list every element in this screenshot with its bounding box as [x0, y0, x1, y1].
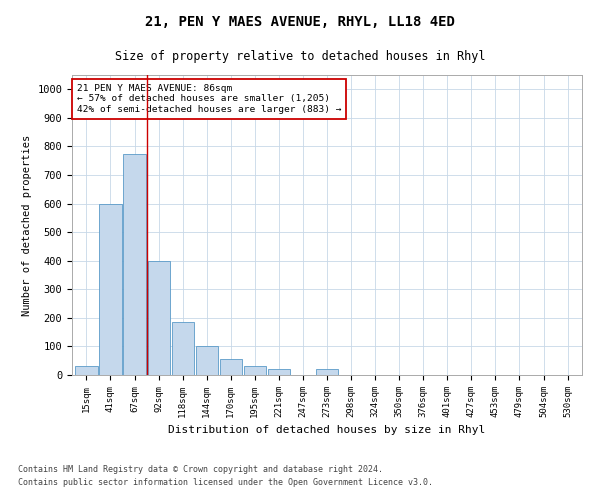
Bar	[268, 370, 290, 375]
Text: Contains HM Land Registry data © Crown copyright and database right 2024.: Contains HM Land Registry data © Crown c…	[18, 466, 383, 474]
Text: 21, PEN Y MAES AVENUE, RHYL, LL18 4ED: 21, PEN Y MAES AVENUE, RHYL, LL18 4ED	[145, 15, 455, 29]
Bar	[316, 370, 338, 375]
Text: Contains public sector information licensed under the Open Government Licence v3: Contains public sector information licen…	[18, 478, 433, 487]
Bar	[124, 154, 146, 375]
Bar	[196, 346, 218, 375]
Bar	[148, 260, 170, 375]
Bar	[76, 366, 98, 375]
Bar	[172, 322, 194, 375]
Bar	[244, 366, 266, 375]
Text: Size of property relative to detached houses in Rhyl: Size of property relative to detached ho…	[115, 50, 485, 63]
Y-axis label: Number of detached properties: Number of detached properties	[22, 134, 32, 316]
Text: 21 PEN Y MAES AVENUE: 86sqm
← 57% of detached houses are smaller (1,205)
42% of : 21 PEN Y MAES AVENUE: 86sqm ← 57% of det…	[77, 84, 341, 114]
Bar	[220, 360, 242, 375]
Bar	[100, 204, 122, 375]
X-axis label: Distribution of detached houses by size in Rhyl: Distribution of detached houses by size …	[169, 426, 485, 436]
